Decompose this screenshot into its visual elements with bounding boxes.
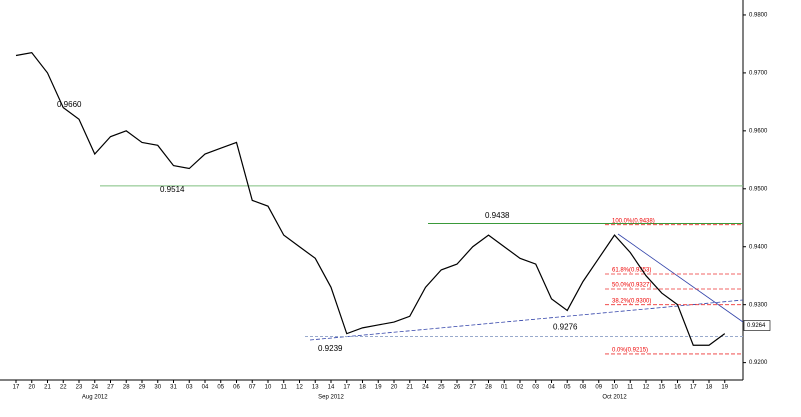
x-tick-label: 03: [186, 385, 193, 391]
month-label: Aug 2012: [82, 395, 108, 401]
x-tick-label: 19: [721, 385, 728, 391]
x-tick-label: 31: [170, 385, 177, 391]
x-tick-label: 25: [438, 385, 445, 391]
annotation: 0.9239: [318, 344, 343, 353]
x-tick-label: 16: [674, 385, 681, 391]
annotation: 0.9276: [553, 323, 578, 332]
fib-label: 100.0%(0.9438): [612, 218, 655, 224]
trend-line: [309, 299, 744, 341]
x-tick-label: 04: [202, 385, 209, 391]
y-tick-label: 0.9800: [749, 13, 768, 19]
x-tick-label: 17: [690, 385, 697, 391]
x-tick-label: 10: [611, 385, 618, 391]
x-tick-label: 11: [627, 385, 634, 391]
x-tick-label: 06: [233, 385, 240, 391]
x-tick-label: 07: [249, 385, 256, 391]
x-tick-label: 04: [548, 385, 555, 391]
x-tick-label: 26: [454, 385, 461, 391]
last-price-label: 0.9264: [747, 323, 766, 329]
fib-label: 50.0%(0.9327): [612, 283, 651, 289]
x-tick-label: 03: [532, 385, 539, 391]
annotation: 0.9438: [485, 211, 510, 220]
x-tick-label: 27: [469, 385, 476, 391]
y-tick-label: 0.9600: [749, 128, 768, 134]
price-line: [15, 51, 726, 346]
x-tick-label: 19: [375, 385, 382, 391]
x-tick-label: 24: [422, 385, 429, 391]
month-label: Sep 2012: [318, 395, 344, 401]
x-tick-label: 05: [564, 385, 571, 391]
fib-label: 38.2%(0.9300): [612, 298, 651, 304]
x-tick-label: 11: [281, 385, 288, 391]
x-tick-label: 09: [595, 385, 602, 391]
x-tick-label: 13: [312, 385, 319, 391]
x-tick-label: 05: [217, 385, 224, 391]
x-tick-label: 28: [485, 385, 492, 391]
x-tick-label: 22: [60, 385, 67, 391]
annotation: 0.9660: [57, 100, 82, 109]
x-tick-label: 02: [517, 385, 524, 391]
y-tick-label: 0.9700: [749, 70, 768, 76]
x-tick-label: 14: [328, 385, 335, 391]
x-tick-label: 20: [391, 385, 398, 391]
x-tick-label: 24: [91, 385, 98, 391]
x-tick-label: 21: [406, 385, 413, 391]
x-tick-label: 12: [643, 385, 650, 391]
x-tick-label: 17: [13, 385, 20, 391]
y-tick-label: 0.9400: [749, 244, 768, 250]
x-tick-label: 18: [706, 385, 713, 391]
x-tick-label: 18: [359, 385, 366, 391]
x-tick-label: 28: [123, 385, 130, 391]
x-tick-label: 30: [154, 385, 161, 391]
trend-line: [617, 233, 744, 323]
x-tick-label: 27: [107, 385, 114, 391]
annotation: 0.9514: [160, 185, 185, 194]
fib-label: 61.8%(0.9353): [612, 268, 651, 274]
y-tick-label: 0.9200: [749, 360, 768, 366]
x-tick-label: 29: [139, 385, 146, 391]
x-tick-label: 21: [44, 385, 51, 391]
x-tick-label: 08: [580, 385, 587, 391]
y-tick-label: 0.9300: [749, 302, 768, 308]
x-tick-label: 15: [658, 385, 665, 391]
x-tick-label: 17: [343, 385, 350, 391]
y-tick-label: 0.9500: [749, 186, 768, 192]
fib-label: 0.0%(0.9215): [612, 348, 648, 354]
x-tick-label: 23: [76, 385, 83, 391]
x-tick-label: 01: [501, 385, 508, 391]
x-tick-label: 12: [296, 385, 303, 391]
x-tick-label: 10: [265, 385, 272, 391]
last-price-box: [743, 320, 771, 331]
month-label: Oct 2012: [602, 395, 627, 401]
x-tick-label: 20: [28, 385, 35, 391]
